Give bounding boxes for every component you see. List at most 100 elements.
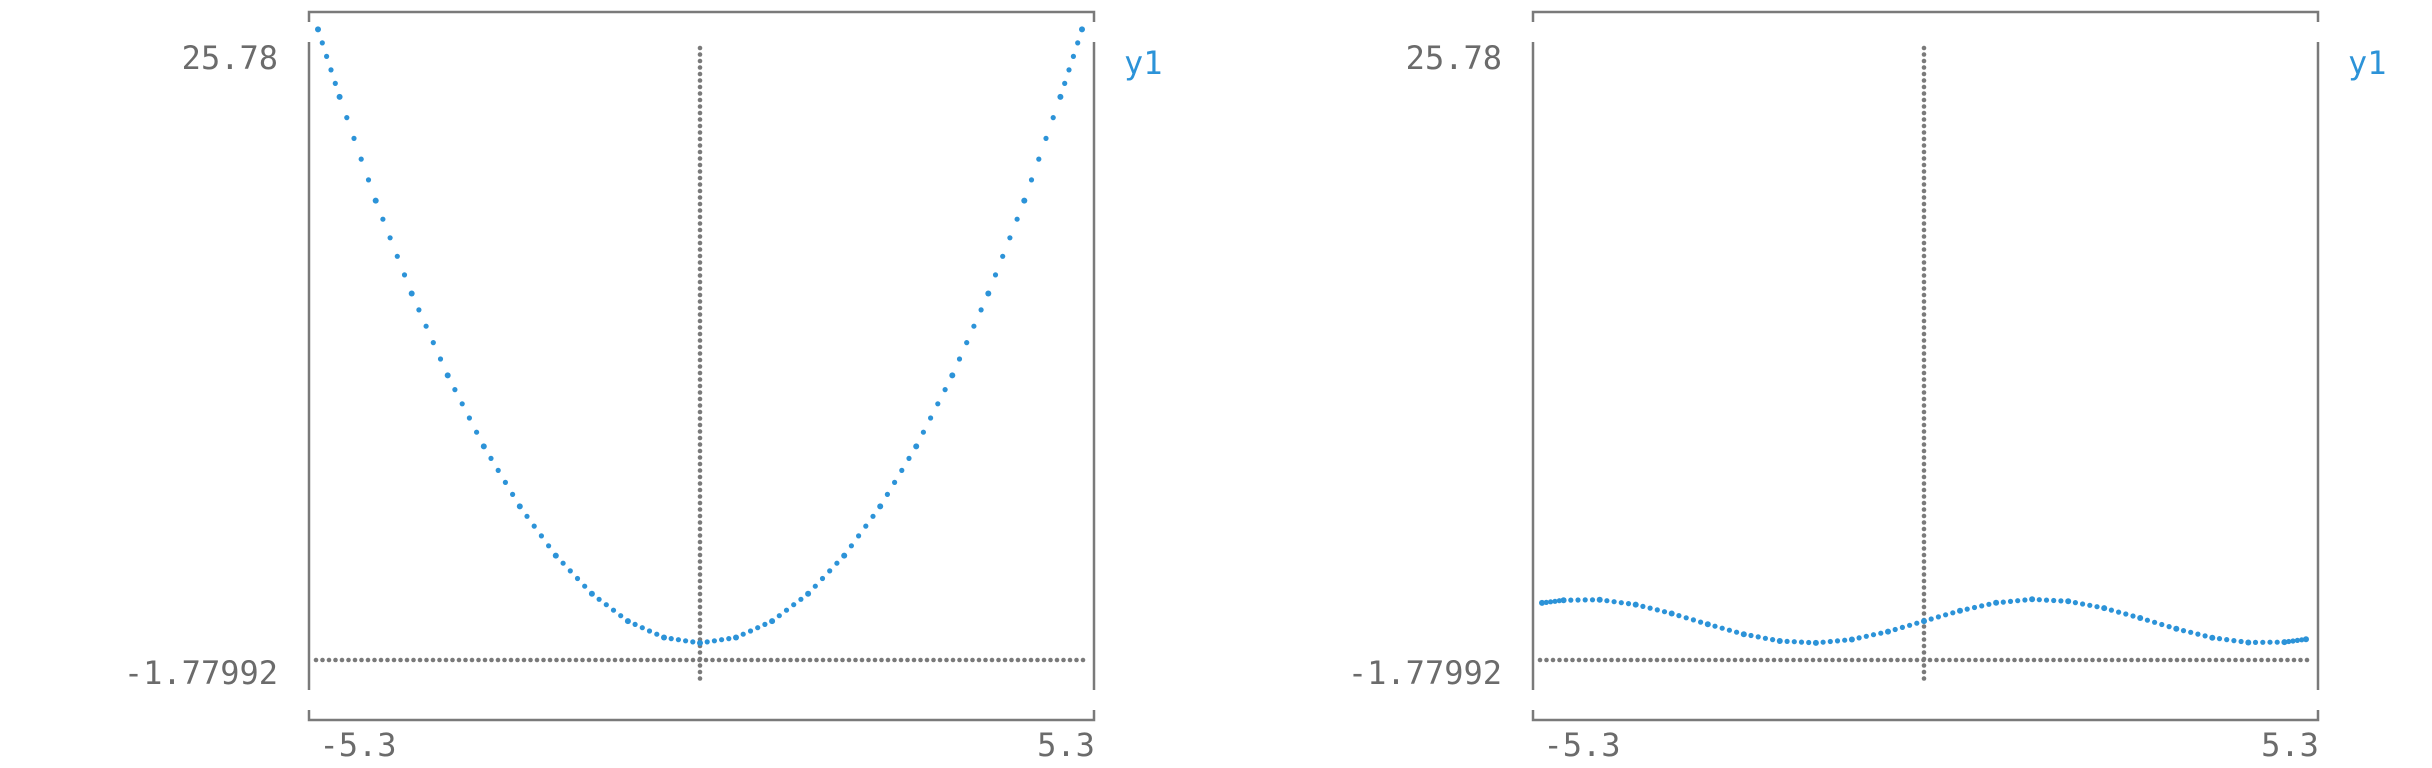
data-point-dot (1856, 635, 1862, 641)
data-point-dot (1604, 598, 1610, 604)
zero-axis-h-dot (2194, 657, 2199, 663)
zero-axis-v-dot (1921, 533, 1927, 538)
zero-axis-h-dot (619, 657, 624, 663)
zero-axis-h-dot (365, 657, 371, 663)
zero-axis-h-dot (1804, 657, 1809, 663)
zero-axis-h-dot (853, 657, 858, 663)
zero-axis-v-dot (697, 676, 703, 681)
data-point-dot (1543, 599, 1549, 606)
data-point-dot (452, 387, 458, 393)
zero-axis-h-dot (840, 657, 845, 663)
zero-axis-h-dot (1739, 657, 1744, 663)
data-point-dot (351, 135, 357, 141)
zero-axis-v-dot (1921, 227, 1927, 233)
zero-axis-v-dot (697, 552, 703, 558)
zero-axis-h-dot (2005, 657, 2011, 663)
data-point-dot (610, 607, 617, 613)
data-point-dot (387, 235, 393, 241)
data-point-dot (798, 596, 804, 602)
data-point-dot (1618, 600, 1624, 606)
zero-axis-h-dot (489, 657, 494, 663)
zero-axis-v-dot (1921, 273, 1927, 278)
zero-axis-h-dot (1635, 657, 1640, 663)
data-point (2303, 636, 2309, 643)
zero-axis-h-dot (1589, 657, 1595, 663)
zero-axis-h-dot (599, 657, 605, 663)
zero-axis-v-dot (697, 52, 703, 57)
data-point-dot (992, 272, 999, 278)
zero-axis-v-dot (697, 357, 703, 363)
data-point-dot (2299, 637, 2305, 643)
data-point-dot (531, 523, 537, 529)
zero-axis-h-dot (820, 657, 826, 663)
zero-axis-h-dot (398, 657, 403, 663)
data-point-dot (1683, 615, 1689, 621)
zero-axis-v-dot (697, 650, 703, 655)
data-point (1079, 26, 1085, 33)
zero-axis-v-dot (1921, 58, 1927, 64)
zero-axis-v-dot (697, 663, 703, 668)
data-point-dot (1043, 135, 1049, 141)
zero-axis-h-dot (1002, 657, 1008, 663)
series-1 (1539, 596, 2309, 646)
zero-axis-h-dot (606, 657, 611, 663)
data-point-dot (856, 533, 862, 539)
data-point-dot (582, 583, 588, 589)
zero-axis-h-dot (736, 657, 741, 663)
zero-axis-v-dot (697, 136, 703, 142)
zero-axis-v-dot (697, 182, 703, 187)
data-point-dot (1062, 80, 1068, 86)
zero-axis-v-dot (1921, 260, 1927, 265)
zero-axis-h-dot (2129, 657, 2134, 663)
data-point (1776, 638, 1783, 644)
data-point-dot (1748, 632, 1754, 639)
data-point-dot (2087, 602, 2093, 608)
zero-axis-h-dot (963, 657, 969, 663)
data-point-dot (2000, 599, 2006, 605)
data-point-dot (2022, 597, 2028, 603)
zero-axis-v-dot (1921, 84, 1927, 90)
zero-axis-v-dot (697, 130, 703, 135)
zero-axis-h-dot (1009, 657, 1014, 663)
zero-axis-h-dot (2291, 657, 2297, 663)
zero-axis-h-dot (1028, 657, 1034, 663)
zero-axis-h-dot (508, 657, 514, 663)
zero-axis-v-dot (697, 169, 703, 174)
data-point (2173, 625, 2180, 632)
zero-axis-h-dot (710, 657, 715, 663)
data-point-dot (1611, 599, 1617, 605)
zero-axis-h-dot (1583, 657, 1588, 663)
data-point-dot (783, 607, 790, 613)
zero-axis-h-dot (2265, 657, 2271, 663)
data-point-dot (2058, 598, 2064, 604)
data-point-dot (971, 323, 977, 329)
zero-axis-v-dot (697, 585, 703, 590)
zero-axis-v-dot (697, 104, 703, 109)
zero-axis-h-dot (944, 657, 949, 663)
data-point-dot (495, 467, 501, 473)
zero-axis-v-dot (697, 455, 703, 460)
zero-axis-v-dot (697, 624, 703, 629)
data-point (733, 634, 739, 641)
data-point-dot (2123, 611, 2129, 617)
data-point (2137, 615, 2144, 621)
zero-axis-v-dot (697, 286, 703, 291)
zero-axis-h-dot (2161, 657, 2167, 663)
zero-axis-h-dot (430, 657, 436, 663)
zero-axis-v-dot (697, 195, 703, 200)
data-point-dot (358, 156, 364, 162)
data-point (2101, 605, 2108, 612)
data-point-dot (892, 479, 898, 485)
data-point-dot (2195, 631, 2201, 637)
zero-axis-h-dot (1609, 657, 1614, 663)
legend-label: y1 (1124, 44, 1163, 82)
data-point-dot (319, 40, 325, 46)
zero-axis-v-dot (697, 494, 703, 499)
data-point-dot (423, 323, 429, 329)
zero-axis-h-dot (807, 657, 813, 663)
zero-axis-h-dot (1843, 657, 1848, 663)
data-point-dot (2051, 597, 2057, 604)
zero-axis-v-dot (1921, 149, 1927, 155)
zero-axis-h-dot (1869, 657, 1874, 663)
